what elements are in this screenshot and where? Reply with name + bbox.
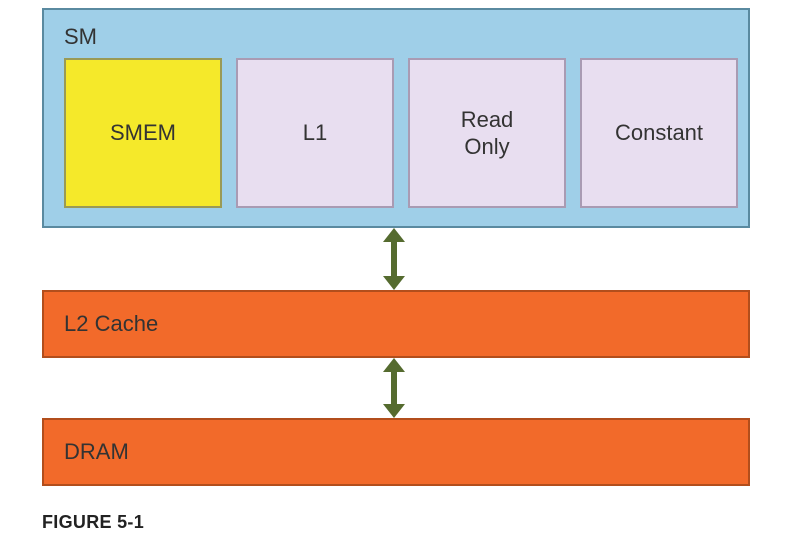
l2-cache-label: L2 Cache — [44, 311, 158, 337]
dram-label: DRAM — [44, 439, 129, 465]
sm-label: SM — [64, 24, 97, 50]
arrow-l2-to-dram — [383, 358, 405, 418]
arrow-sm-to-l2 — [383, 228, 405, 290]
sm-block-0: SMEM — [64, 58, 222, 208]
watermark-text: 知乎 @极智视界 — [639, 516, 770, 542]
dram-bar: DRAM — [42, 418, 750, 486]
sm-block-1: L1 — [236, 58, 394, 208]
diagram-canvas: SM SMEML1Read OnlyConstant L2 Cache DRAM… — [0, 0, 788, 556]
sm-block-2: Read Only — [408, 58, 566, 208]
figure-caption: FIGURE 5-1 — [42, 512, 144, 533]
l2-cache-bar: L2 Cache — [42, 290, 750, 358]
sm-container: SM SMEML1Read OnlyConstant — [42, 8, 750, 228]
sm-block-3: Constant — [580, 58, 738, 208]
sm-inner-row: SMEML1Read OnlyConstant — [64, 58, 738, 208]
